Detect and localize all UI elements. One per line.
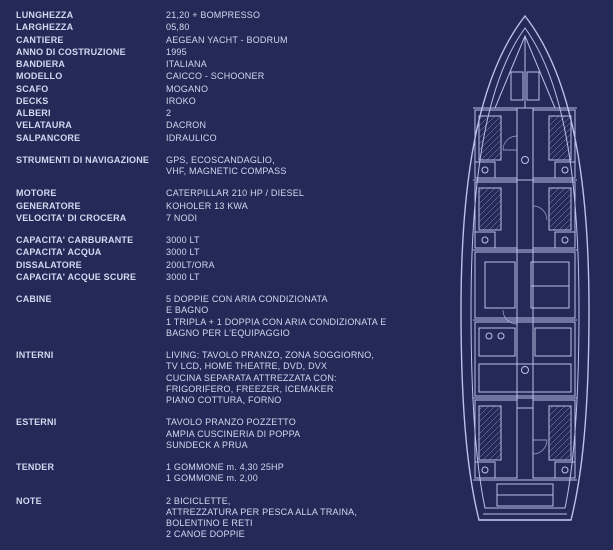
spec-value: 21,20 + BOMPRESSO [166,10,439,21]
spec-row: CANTIEREAEGEAN YACHT - BODRUM [16,35,439,46]
spec-label: SALPANCORE [16,133,166,144]
spec-value: IROKO [166,96,439,107]
spec-label: CANTIERE [16,35,166,46]
spec-row: TENDER1 GOMMONE m. 4,30 25HP1 GOMMONE m.… [16,462,439,485]
spec-value: CATERPILLAR 210 HP / DIESEL [166,188,439,199]
spec-label: MOTORE [16,188,166,199]
spec-row: BANDIERAITALIANA [16,59,439,70]
spec-label: TENDER [16,462,166,485]
spec-row: CABINE5 DOPPIE CON ARIA CONDIZIONATAE BA… [16,294,439,339]
spec-label: DECKS [16,96,166,107]
spec-label: CAPACITA' ACQUE SCURE [16,272,166,283]
spec-value: 7 NODI [166,213,439,224]
spec-row: MODELLOCAICCO - SCHOONER [16,71,439,82]
spec-value: CAICCO - SCHOONER [166,71,439,82]
spec-label: ANNO DI COSTRUZIONE [16,47,166,58]
spec-value: LIVING: TAVOLO PRANZO, ZONA SOGGIORNO,TV… [166,350,439,406]
spec-value: ITALIANA [166,59,439,70]
spec-row: SCAFOMOGANO [16,84,439,95]
spec-label: ALBERI [16,108,166,119]
spec-value: 3000 LT [166,235,439,246]
spec-label: LARGHEZZA [16,22,166,33]
spec-row: STRUMENTI DI NAVIGAZIONEGPS, ECOSCANDAGL… [16,155,439,178]
spec-row: INTERNILIVING: TAVOLO PRANZO, ZONA SOGGI… [16,350,439,406]
spec-row: ANNO DI COSTRUZIONE1995 [16,47,439,58]
spec-row: CAPACITA' ACQUE SCURE3000 LT [16,272,439,283]
spec-row: CAPACITA' CARBURANTE3000 LT [16,235,439,246]
spec-value: DACRON [166,120,439,131]
spec-label: CABINE [16,294,166,339]
spec-label: CAPACITA' ACQUA [16,247,166,258]
spec-label: LUNGHEZZA [16,10,166,21]
spec-label: CAPACITA' CARBURANTE [16,235,166,246]
spec-value: KOHOLER 13 KWA [166,201,439,212]
spec-value: MOGANO [166,84,439,95]
specs-panel: LUNGHEZZA21,20 + BOMPRESSOLARGHEZZA05,80… [0,0,445,550]
spec-label: BANDIERA [16,59,166,70]
spec-value: IDRAULICO [166,133,439,144]
spec-value: 1 GOMMONE m. 4,30 25HP1 GOMMONE m. 2,00 [166,462,439,485]
spec-value: AEGEAN YACHT - BODRUM [166,35,439,46]
spec-row: VELOCITA' DI CROCERA7 NODI [16,213,439,224]
spec-value: 1995 [166,47,439,58]
spec-row: GENERATOREKOHOLER 13 KWA [16,201,439,212]
spec-value: 2 BICICLETTE,ATTREZZATURA PER PESCA ALLA… [166,496,439,541]
spec-label: SCAFO [16,84,166,95]
spec-label: STRUMENTI DI NAVIGAZIONE [16,155,166,178]
spec-value: 5 DOPPIE CON ARIA CONDIZIONATAE BAGNO1 T… [166,294,439,339]
spec-label: DISSALATORE [16,260,166,271]
spec-row: LUNGHEZZA21,20 + BOMPRESSO [16,10,439,21]
spec-label: NOTE [16,496,166,541]
spec-value: 200LT/ORA [166,260,439,271]
spec-label: ESTERNI [16,417,166,451]
spec-row: SALPANCOREIDRAULICO [16,133,439,144]
spec-value: TAVOLO PRANZO POZZETTOAMPIA CUSCINERIA D… [166,417,439,451]
spec-row: CAPACITA' ACQUA3000 LT [16,247,439,258]
spec-row: LARGHEZZA05,80 [16,22,439,33]
spec-row: MOTORECATERPILLAR 210 HP / DIESEL [16,188,439,199]
spec-row: DECKSIROKO [16,96,439,107]
spec-row: VELATAURADACRON [16,120,439,131]
spec-value: 3000 LT [166,247,439,258]
boat-diagram [445,0,613,550]
spec-row: DISSALATORE200LT/ORA [16,260,439,271]
spec-row: NOTE2 BICICLETTE,ATTREZZATURA PER PESCA … [16,496,439,541]
spec-value: 2 [166,108,439,119]
spec-label: VELOCITA' DI CROCERA [16,213,166,224]
spec-label: INTERNI [16,350,166,406]
spec-row: ALBERI2 [16,108,439,119]
spec-label: MODELLO [16,71,166,82]
spec-value: 3000 LT [166,272,439,283]
spec-value: GPS, ECOSCANDAGLIO,VHF, MAGNETIC COMPASS [166,155,439,178]
spec-value: 05,80 [166,22,439,33]
spec-row: ESTERNITAVOLO PRANZO POZZETTOAMPIA CUSCI… [16,417,439,451]
spec-label: GENERATORE [16,201,166,212]
spec-label: VELATAURA [16,120,166,131]
